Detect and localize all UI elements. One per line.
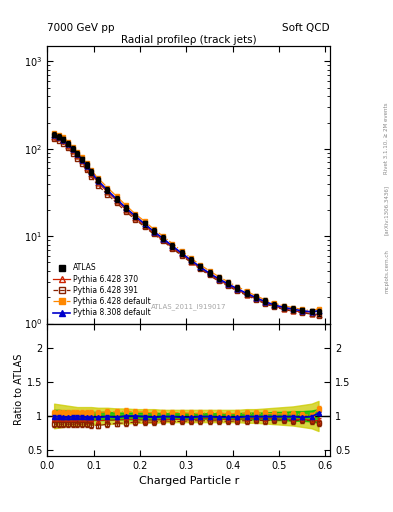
Text: Soft QCD: Soft QCD: [283, 23, 330, 33]
Text: ATLAS_2011_I919017: ATLAS_2011_I919017: [151, 303, 226, 310]
Legend: ATLAS, Pythia 6.428 370, Pythia 6.428 391, Pythia 6.428 default, Pythia 8.308 de: ATLAS, Pythia 6.428 370, Pythia 6.428 39…: [51, 261, 153, 319]
X-axis label: Charged Particle r: Charged Particle r: [138, 476, 239, 486]
Y-axis label: Ratio to ATLAS: Ratio to ATLAS: [14, 354, 24, 425]
Title: Radial profileρ (track jets): Radial profileρ (track jets): [121, 35, 257, 45]
Text: 7000 GeV pp: 7000 GeV pp: [47, 23, 115, 33]
Text: mcplots.cern.ch: mcplots.cern.ch: [384, 249, 389, 293]
Text: [arXiv:1306.3436]: [arXiv:1306.3436]: [384, 185, 389, 235]
Text: Rivet 3.1.10, ≥ 2M events: Rivet 3.1.10, ≥ 2M events: [384, 102, 389, 174]
